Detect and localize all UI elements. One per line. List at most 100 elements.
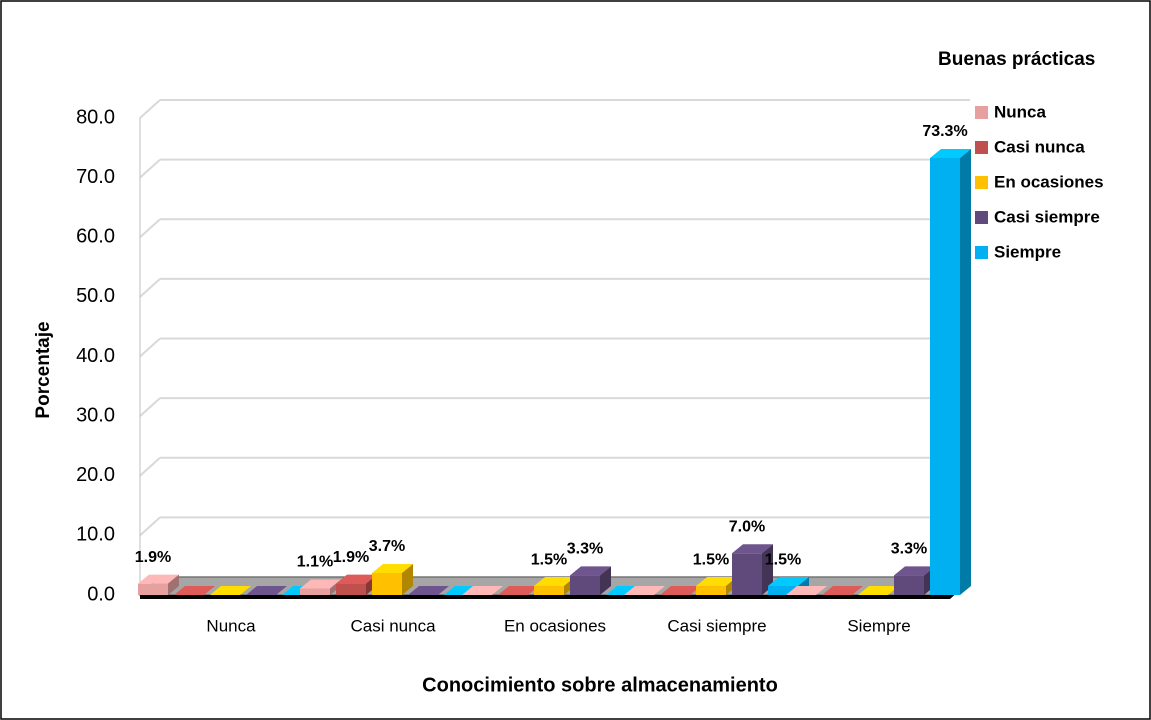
y-axis-label: Porcentaje (33, 321, 54, 418)
y-tick-label: 80.0 (76, 106, 115, 128)
grid-line-side (139, 99, 161, 119)
legend-title: Buenas prácticas (938, 49, 1095, 70)
legend-label: Casi siempre (994, 207, 1100, 226)
bar (858, 586, 899, 595)
bar-front (930, 157, 960, 596)
x-tick-label: Nunca (206, 616, 256, 635)
bar-front (696, 586, 726, 595)
bar-top (696, 577, 737, 587)
legend-label: Nunca (994, 102, 1047, 121)
legend-swatch (975, 246, 988, 259)
bar-top (408, 586, 449, 595)
bar-top (462, 586, 503, 595)
data-label: 1.9% (135, 549, 171, 566)
legend-swatch (975, 176, 988, 189)
bar (210, 586, 251, 595)
bar (930, 148, 971, 596)
bar-front (768, 586, 798, 595)
bar (372, 563, 413, 595)
bar-top (534, 577, 575, 587)
bar (462, 586, 503, 595)
data-label: 1.9% (333, 549, 369, 566)
data-label: 73.3% (922, 123, 967, 140)
data-label: 1.5% (693, 551, 729, 568)
bar-front (732, 553, 762, 595)
bar (138, 574, 179, 595)
data-label: 3.3% (891, 541, 927, 558)
bar-top (822, 586, 863, 595)
bar (786, 586, 827, 595)
bar-top (930, 148, 971, 158)
bar (660, 586, 701, 595)
legend-label: Siempre (994, 242, 1061, 261)
bar-front (300, 588, 330, 595)
legend-swatch (975, 106, 988, 119)
x-tick-label: Casi siempre (667, 616, 766, 635)
y-tick-label: 70.0 (76, 166, 115, 188)
bar-top (732, 544, 773, 554)
bar-side (168, 574, 179, 595)
data-label: 3.7% (369, 538, 405, 555)
bar-side (960, 148, 971, 596)
bar (570, 566, 611, 595)
data-label: 1.1% (297, 554, 333, 571)
bar-top (786, 586, 827, 595)
bar-front (534, 586, 564, 595)
bar-side (600, 566, 611, 595)
legend-label: Casi nunca (994, 137, 1085, 156)
data-label: 1.5% (765, 551, 801, 568)
grid-line-side (139, 158, 161, 179)
data-label: 7.0% (729, 518, 765, 535)
bar-top (660, 586, 701, 595)
legend-swatch (975, 211, 988, 224)
bar (246, 586, 287, 595)
bar-top (570, 566, 611, 576)
y-tick-label: 60.0 (76, 226, 115, 248)
bar-front (336, 583, 366, 595)
legend-label: En ocasiones (994, 172, 1104, 191)
x-axis-label: Conocimiento sobre almacenamiento (422, 674, 778, 696)
bar-top (894, 566, 935, 576)
bar (894, 566, 935, 595)
bar-front (372, 572, 402, 595)
grid-line-side (139, 516, 161, 537)
x-tick-label: En ocasiones (504, 616, 606, 635)
bar (498, 586, 539, 595)
bar-top (138, 574, 179, 584)
bar (408, 586, 449, 595)
grid-line-side (139, 457, 161, 477)
bar-top (336, 574, 377, 584)
grid-line-side (139, 218, 161, 238)
bar-top (210, 586, 251, 595)
bar-top (624, 586, 665, 595)
bar-side (762, 544, 773, 595)
bar-front (138, 583, 168, 595)
bar (732, 544, 773, 595)
data-label: 3.3% (567, 541, 603, 558)
bar-top (300, 579, 341, 589)
bar-front (894, 575, 924, 595)
bar-top (174, 586, 215, 595)
grid-line-side (139, 278, 161, 298)
y-tick-label: 30.0 (76, 404, 115, 426)
x-tick-label: Siempre (847, 616, 910, 635)
y-tick-label: 40.0 (76, 345, 115, 367)
grid-line-side (139, 337, 161, 358)
legend-swatch (975, 141, 988, 154)
bar-top (858, 586, 899, 595)
bar-top (498, 586, 539, 595)
bar (624, 586, 665, 595)
y-tick-label: 20.0 (76, 464, 115, 486)
data-label: 1.5% (531, 551, 567, 568)
bar (174, 586, 215, 595)
bar-side (402, 563, 413, 595)
bar (822, 586, 863, 595)
y-tick-label: 10.0 (76, 524, 115, 546)
bar-top (246, 586, 287, 595)
floor-edge (140, 595, 950, 599)
y-tick-label: 50.0 (76, 285, 115, 307)
bar-top (372, 563, 413, 573)
bar-front (570, 575, 600, 595)
x-tick-label: Casi nunca (350, 616, 436, 635)
